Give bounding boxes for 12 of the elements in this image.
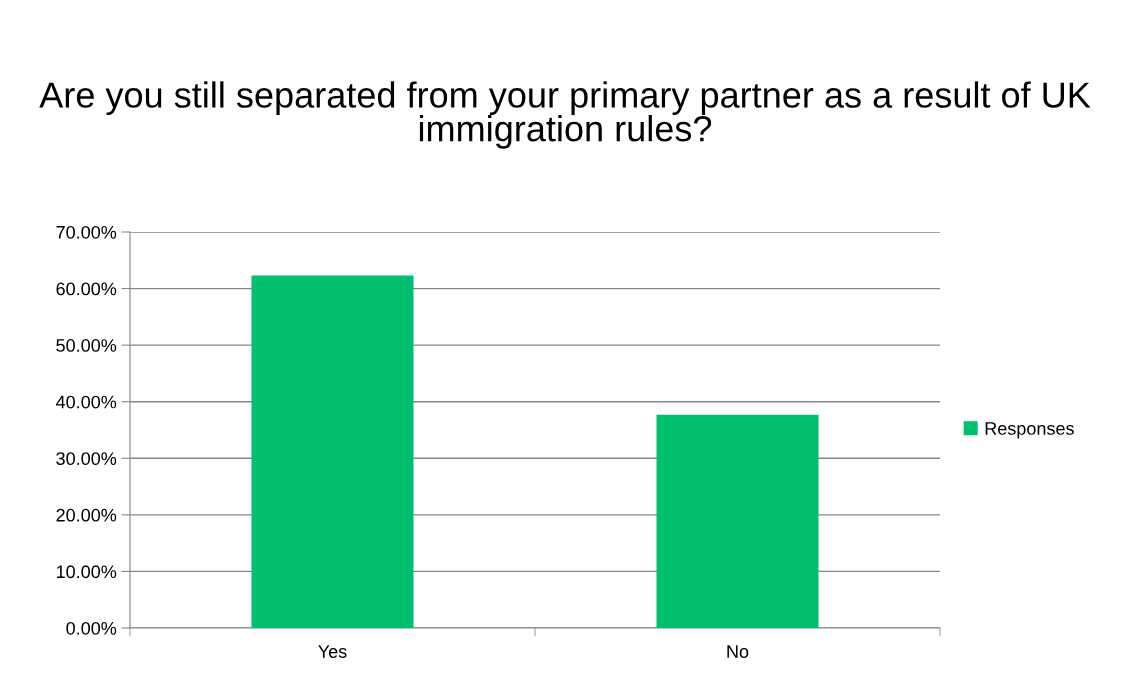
y-tick-label: 70.00% — [56, 225, 117, 239]
x-tick-label: Yes — [318, 645, 347, 658]
y-tick-label: 20.00% — [56, 508, 117, 522]
x-tick-label: No — [727, 645, 749, 658]
y-tick-label: 60.00% — [56, 282, 117, 296]
y-tick-label: 10.00% — [56, 565, 117, 579]
y-tick-label: 40.00% — [55, 395, 117, 409]
y-tick-label: 50.00% — [56, 339, 117, 352]
y-tick-label: 30.00% — [56, 452, 117, 466]
chart-title: Are you still separated from your primary partner as a result of UK immigration rules? — [39, 81, 1091, 149]
legend-label: Responses — [985, 422, 1074, 439]
y-tick-label: 0.00% — [66, 621, 117, 635]
